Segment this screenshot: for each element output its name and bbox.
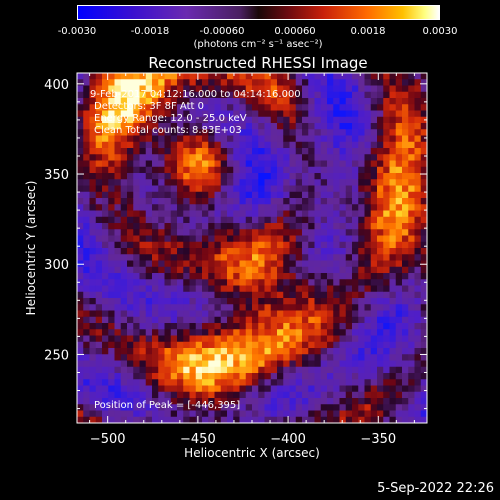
footer-date: 5-Sep-2022 22:26 (377, 481, 494, 496)
heatmap-image (77, 73, 428, 424)
colorbar-tick: -0.0018 (130, 26, 170, 37)
x-tick-label: −500 (90, 432, 126, 447)
y-tick-label: 300 (44, 258, 69, 273)
colorbar-tick: -0.00060 (199, 26, 245, 37)
colorbar-tick: 0.00060 (274, 26, 316, 37)
x-axis-label: Heliocentric X (arcsec) (184, 446, 320, 460)
y-tick-label: 250 (44, 348, 69, 363)
chart-title: Reconstructed RHESSI Image (148, 54, 368, 72)
y-tick-label: 350 (44, 168, 69, 183)
colorbar-tick: 0.0018 (350, 26, 386, 37)
colorbar-units: (photons cm⁻² s⁻¹ asec⁻²) (193, 39, 323, 50)
x-tick-label: −450 (180, 432, 216, 447)
y-axis-label: Heliocentric Y (arcsec) (24, 181, 38, 316)
x-tick-label: −400 (270, 432, 306, 447)
colorbar-tick: 0.0030 (422, 26, 458, 37)
annotation-counts: Clean Total counts: 8.83E+03 (94, 125, 242, 136)
colorbar-tick: -0.0030 (57, 26, 97, 37)
peak-position: Position of Peak = [-446,395] (94, 400, 240, 411)
annotation-time: 9-Feb-2017 04:12:16.000 to 04:14:16.000 (90, 89, 301, 100)
x-tick-label: −350 (360, 432, 396, 447)
annotation-energy: Energy Range: 12.0 - 25.0 keV (94, 113, 247, 124)
y-tick-label: 400 (44, 78, 69, 93)
annotation-detectors: Detectors: 3F 8F Att 0 (94, 101, 204, 112)
colorbar (77, 5, 440, 20)
